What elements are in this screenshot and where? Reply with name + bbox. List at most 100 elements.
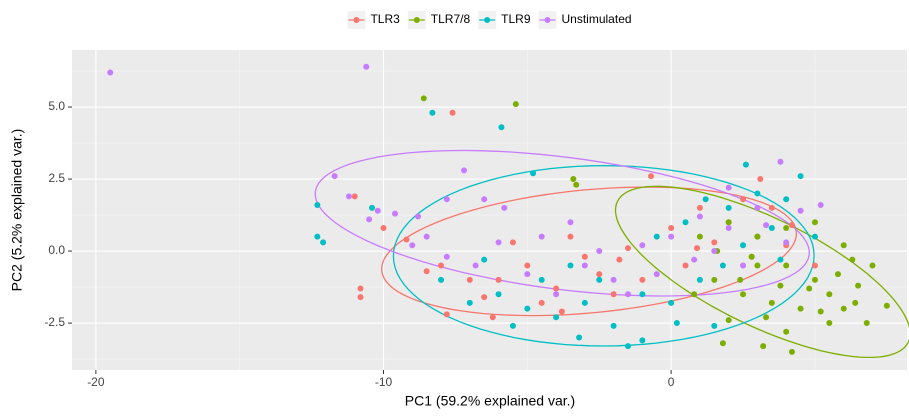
legend-item: TLR7/8: [408, 11, 471, 29]
point: [421, 95, 427, 101]
point: [835, 271, 841, 277]
legend-key-point: [353, 17, 359, 23]
point: [726, 219, 732, 225]
point: [697, 277, 703, 283]
point: [496, 291, 502, 297]
point: [467, 300, 473, 306]
point: [409, 242, 415, 248]
point: [107, 69, 113, 75]
point: [363, 64, 369, 70]
point: [498, 124, 504, 130]
point: [737, 277, 743, 283]
point: [639, 242, 645, 248]
y-tick-label: -2.5: [44, 315, 65, 329]
point: [576, 334, 582, 340]
point: [783, 239, 789, 245]
point: [852, 300, 858, 306]
point: [357, 294, 363, 300]
point: [703, 196, 709, 202]
point: [424, 268, 430, 274]
point: [884, 303, 890, 309]
point: [369, 205, 375, 211]
point: [450, 110, 456, 116]
point: [314, 202, 320, 208]
point: [691, 291, 697, 297]
point: [783, 225, 789, 231]
point: [392, 211, 398, 217]
point: [496, 277, 502, 283]
point: [346, 193, 352, 199]
legend-key-point: [414, 17, 420, 23]
point: [855, 283, 861, 289]
point: [444, 196, 450, 202]
point: [424, 234, 430, 240]
point: [769, 225, 775, 231]
point: [481, 294, 487, 300]
point: [481, 196, 487, 202]
point: [674, 320, 680, 326]
point: [404, 237, 410, 243]
point: [818, 309, 824, 315]
point: [798, 208, 804, 214]
point: [720, 340, 726, 346]
point: [582, 254, 588, 260]
point: [668, 234, 674, 240]
point: [711, 277, 717, 283]
point: [783, 196, 789, 202]
point: [539, 277, 545, 283]
point: [720, 262, 726, 268]
point: [611, 291, 617, 297]
point: [530, 170, 536, 176]
legend-item: Unstimulated: [539, 11, 632, 29]
point: [444, 311, 450, 317]
legend-label: TLR9: [501, 12, 531, 26]
legend-label: TLR3: [370, 12, 400, 26]
point: [567, 219, 573, 225]
point: [749, 254, 755, 260]
point: [812, 262, 818, 268]
point: [697, 234, 703, 240]
legend-item: TLR9: [478, 11, 531, 29]
legend-key-point: [545, 17, 551, 23]
point: [818, 202, 824, 208]
point: [596, 248, 602, 254]
point: [639, 291, 645, 297]
point: [826, 291, 832, 297]
point: [711, 248, 717, 254]
point: [777, 159, 783, 165]
point: [444, 254, 450, 260]
legend-label: TLR7/8: [431, 12, 471, 26]
legend: TLR3 TLR7/8 TLR9 Unstimulated: [347, 11, 631, 29]
point: [789, 349, 795, 355]
point: [481, 257, 487, 263]
point: [332, 173, 338, 179]
point: [461, 167, 467, 173]
point: [668, 225, 674, 231]
point: [582, 262, 588, 268]
point: [683, 262, 689, 268]
point: [726, 205, 732, 211]
point: [711, 239, 717, 245]
y-tick-label: 2.5: [48, 171, 65, 185]
point: [490, 314, 496, 320]
point: [567, 234, 573, 240]
legend-label: Unstimulated: [562, 12, 632, 26]
x-axis-title: PC1 (59.2% explained var.): [405, 393, 575, 409]
point: [691, 257, 697, 263]
point: [777, 257, 783, 263]
point: [668, 300, 674, 306]
point: [726, 185, 732, 191]
point: [697, 213, 703, 219]
point: [783, 329, 789, 335]
point: [798, 306, 804, 312]
point: [654, 234, 660, 240]
point: [375, 208, 381, 214]
y-tick-label: 5.0: [48, 99, 65, 113]
y-axis-title: PC2 (5.2% explained var.): [9, 129, 25, 292]
point: [553, 314, 559, 320]
point: [357, 285, 363, 291]
x-tick-label: -20: [87, 375, 105, 389]
point: [524, 262, 530, 268]
point: [864, 320, 870, 326]
point: [812, 234, 818, 240]
